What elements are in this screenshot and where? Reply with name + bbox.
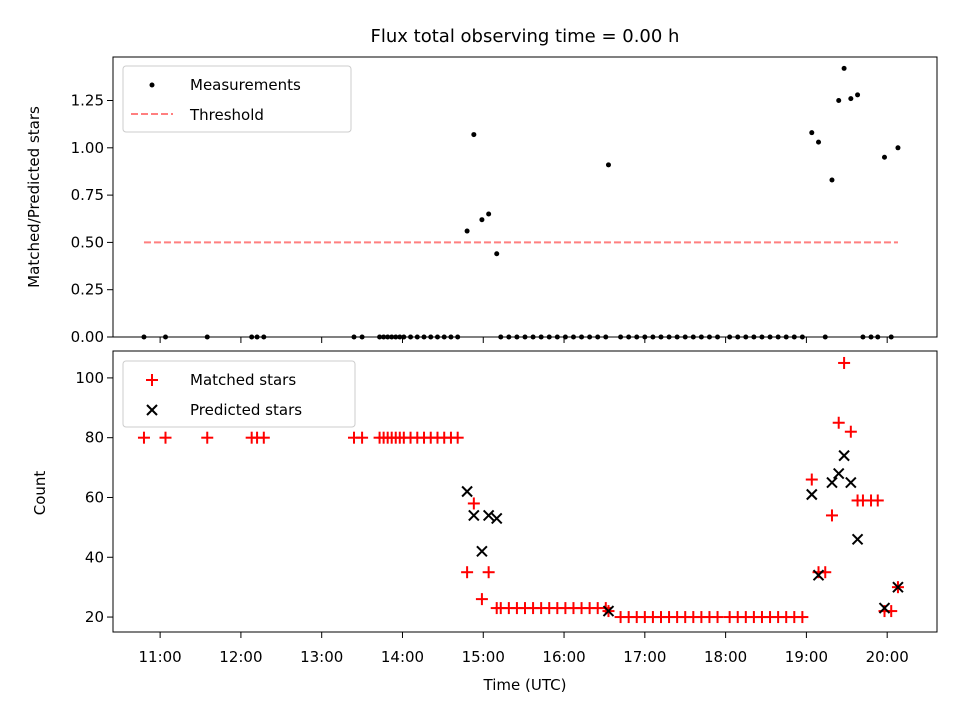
predicted-star-marker xyxy=(461,485,473,498)
matched-star-marker xyxy=(838,356,851,369)
measurement-point xyxy=(841,65,847,71)
y-tick-label: 60 xyxy=(85,488,104,506)
measurement-point xyxy=(855,92,861,98)
bottom-y-ticks: 20 40 60 80 100 xyxy=(75,369,113,626)
top-y-axis-label: Matched/Predicted stars xyxy=(25,106,43,288)
bottom-y-axis-label: Count xyxy=(31,471,49,516)
y-tick-label: 80 xyxy=(85,429,104,447)
x-tick-label: 20:00 xyxy=(866,648,909,666)
bottom-plot-area xyxy=(137,356,904,624)
y-tick-label: 20 xyxy=(85,608,104,626)
measurement-point xyxy=(471,132,477,138)
bottom-axes-frame xyxy=(112,350,938,633)
measurement-point xyxy=(809,130,815,136)
matched-star-marker xyxy=(257,431,270,444)
matched-star-marker xyxy=(825,509,838,522)
legend-matched-marker xyxy=(146,374,158,386)
y-tick-label: 0.50 xyxy=(71,233,104,251)
x-tick-label: 17:00 xyxy=(623,648,666,666)
legend-measurements-marker xyxy=(149,82,155,88)
y-tick-label: 1.25 xyxy=(71,92,104,110)
measurement-point xyxy=(464,228,470,234)
chart-title: Flux total observing time = 0.00 h xyxy=(371,26,680,47)
matched-star-marker xyxy=(137,431,150,444)
predicted-star-marker xyxy=(845,476,857,489)
matched-star-marker xyxy=(475,593,488,606)
predicted-star-marker xyxy=(806,488,818,501)
matched-star-marker xyxy=(832,416,845,429)
bottom-legend: Matched stars Predicted stars xyxy=(122,360,356,428)
predicted-star-marker xyxy=(476,545,488,557)
matched-star-marker xyxy=(201,431,214,444)
predicted-star-marker xyxy=(878,602,891,614)
legend-threshold-label: Threshold xyxy=(189,106,264,124)
measurement-point xyxy=(494,251,500,257)
measurement-point xyxy=(848,96,854,102)
top-plot-area xyxy=(141,65,901,340)
legend-predicted-marker xyxy=(146,404,158,416)
x-tick-label: 14:00 xyxy=(381,648,424,666)
matched-star-marker xyxy=(356,431,369,444)
measurement-point xyxy=(605,162,611,168)
measurement-point xyxy=(486,211,492,217)
predicted-star-marker xyxy=(838,449,850,462)
predicted-star-marker xyxy=(892,581,904,593)
top-y-ticks: 0.00 0.25 0.50 0.75 1.00 1.25 xyxy=(71,92,113,346)
measurement-point xyxy=(829,177,835,183)
x-tick-label: 13:00 xyxy=(300,648,343,666)
matched-star-marker xyxy=(461,566,474,579)
y-tick-label: 1.00 xyxy=(71,139,104,157)
x-tick-label: 19:00 xyxy=(785,648,828,666)
x-tick-label: 11:00 xyxy=(139,648,182,666)
top-legend: Measurements Threshold xyxy=(122,65,352,133)
measurement-point xyxy=(895,145,901,151)
predicted-star-marker xyxy=(602,605,615,617)
top-legend-box xyxy=(122,65,352,133)
matched-star-marker xyxy=(482,566,495,579)
x-tick-label: 18:00 xyxy=(704,648,747,666)
predicted-star-marker xyxy=(812,569,825,581)
y-tick-label: 0.00 xyxy=(71,328,104,346)
x-tick-label: 12:00 xyxy=(219,648,262,666)
bottom-x-ticks: 11:00 12:00 13:00 14:00 15:00 16:00 17:00 18:00… xyxy=(139,632,909,666)
predicted-star-marker xyxy=(468,509,480,522)
matched-star-marker xyxy=(467,497,480,510)
x-tick-label: 15:00 xyxy=(462,648,505,666)
matched-star-marker xyxy=(451,431,464,444)
measurement-point xyxy=(816,139,822,145)
matched-star-marker xyxy=(844,425,857,438)
predicted-star-marker xyxy=(833,467,845,480)
bottom-legend-box xyxy=(122,360,356,428)
y-tick-label: 40 xyxy=(85,548,104,566)
measurement-point xyxy=(881,154,887,160)
bottom-x-axis-label: Time (UTC) xyxy=(483,676,567,694)
x-tick-label: 16:00 xyxy=(542,648,585,666)
y-tick-label: 0.25 xyxy=(71,281,104,299)
top-x-ticks xyxy=(159,337,888,343)
matched-star-marker xyxy=(871,494,884,507)
measurement-point xyxy=(836,98,842,104)
legend-matched-label: Matched stars xyxy=(190,371,296,389)
predicted-star-marker xyxy=(851,533,864,546)
matched-star-marker xyxy=(711,611,724,624)
measurement-point xyxy=(479,217,485,223)
predicted-star-marker xyxy=(482,509,495,522)
matched-star-marker xyxy=(805,473,818,486)
top-axes-frame xyxy=(112,56,938,338)
y-tick-label: 0.75 xyxy=(71,186,104,204)
matched-star-marker xyxy=(159,431,172,444)
predicted-star-marker xyxy=(491,512,503,525)
y-tick-label: 100 xyxy=(75,369,104,387)
legend-measurements-label: Measurements xyxy=(190,76,301,94)
legend-predicted-label: Predicted stars xyxy=(190,401,302,419)
predicted-star-marker xyxy=(826,476,838,489)
matched-star-marker xyxy=(796,611,809,624)
